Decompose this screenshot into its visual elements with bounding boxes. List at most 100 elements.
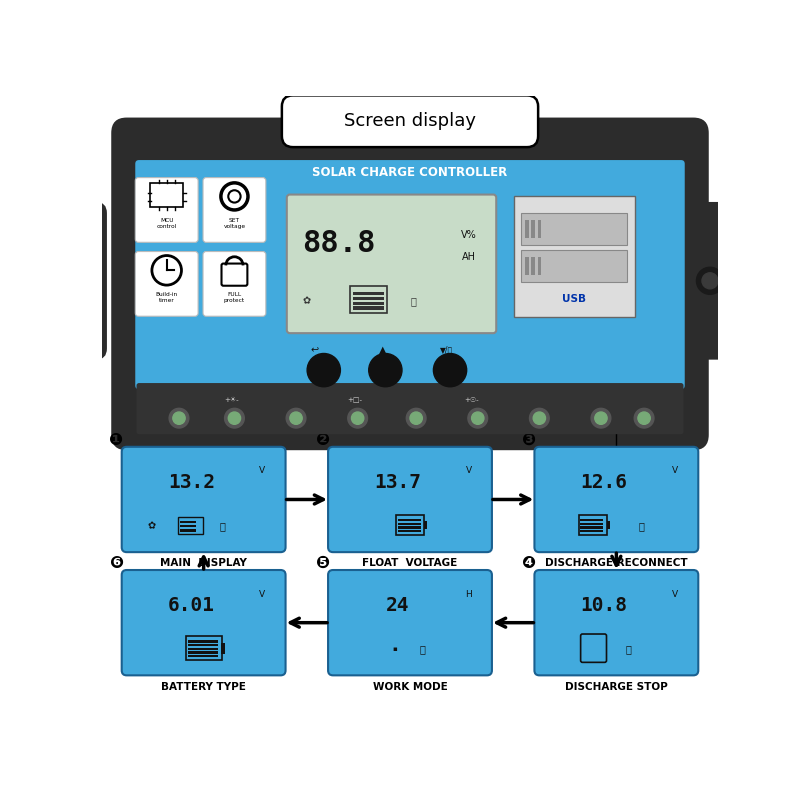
Text: FULL
protect: FULL protect	[224, 292, 245, 303]
FancyBboxPatch shape	[328, 570, 492, 675]
Text: FLOAT  VOLTAGE: FLOAT VOLTAGE	[362, 558, 458, 568]
Text: V: V	[466, 466, 471, 475]
Circle shape	[225, 408, 244, 428]
Circle shape	[702, 273, 718, 289]
Text: 💡: 💡	[626, 645, 632, 654]
Text: ❶: ❶	[110, 430, 123, 449]
FancyBboxPatch shape	[135, 178, 198, 242]
Circle shape	[530, 408, 550, 428]
FancyBboxPatch shape	[137, 383, 683, 434]
Bar	[538, 258, 542, 274]
Bar	[180, 525, 197, 527]
FancyBboxPatch shape	[534, 570, 698, 675]
Text: V: V	[672, 590, 678, 598]
FancyBboxPatch shape	[514, 196, 635, 317]
Text: MAIN  DISPLAY: MAIN DISPLAY	[160, 558, 247, 568]
Bar	[580, 522, 603, 525]
Text: H: H	[465, 590, 472, 598]
Bar	[525, 258, 529, 274]
Text: 24: 24	[386, 596, 410, 615]
FancyBboxPatch shape	[286, 194, 496, 333]
FancyBboxPatch shape	[135, 160, 685, 390]
FancyBboxPatch shape	[578, 515, 607, 535]
Bar	[180, 530, 197, 532]
Text: 💡: 💡	[419, 645, 426, 654]
Bar	[398, 526, 421, 529]
Circle shape	[351, 412, 364, 424]
Circle shape	[697, 267, 723, 294]
Text: BATTERY TYPE: BATTERY TYPE	[162, 682, 246, 691]
Text: Build-in
timer: Build-in timer	[156, 292, 178, 303]
Bar	[580, 530, 603, 532]
Text: ❹: ❹	[522, 554, 536, 572]
Bar	[531, 221, 535, 238]
Text: USB: USB	[562, 294, 586, 304]
Text: ↩: ↩	[310, 345, 318, 354]
Text: ▪: ▪	[392, 646, 397, 653]
Text: 10.8: 10.8	[581, 596, 627, 615]
Bar	[398, 522, 421, 525]
Text: Screen display: Screen display	[344, 112, 476, 130]
Text: +□-: +□-	[347, 397, 362, 402]
Text: V%: V%	[461, 230, 476, 240]
Bar	[221, 642, 226, 654]
Text: 💡: 💡	[410, 296, 416, 306]
FancyBboxPatch shape	[122, 447, 286, 552]
FancyBboxPatch shape	[135, 251, 198, 316]
Circle shape	[434, 354, 466, 386]
Circle shape	[533, 412, 546, 424]
Bar	[398, 519, 421, 522]
Text: V: V	[259, 590, 266, 598]
Text: ❸: ❸	[522, 430, 536, 449]
Text: WORK MODE: WORK MODE	[373, 682, 447, 691]
FancyBboxPatch shape	[150, 183, 183, 207]
Text: SOLAR CHARGE CONTROLLER: SOLAR CHARGE CONTROLLER	[312, 166, 508, 179]
Bar	[538, 221, 542, 238]
FancyBboxPatch shape	[396, 515, 424, 535]
Text: DISCHARGE STOP: DISCHARGE STOP	[565, 682, 668, 691]
Text: +☉-: +☉-	[464, 397, 479, 402]
Bar	[580, 526, 603, 529]
Circle shape	[173, 412, 185, 424]
FancyBboxPatch shape	[534, 447, 698, 552]
Circle shape	[410, 412, 422, 424]
FancyBboxPatch shape	[521, 250, 627, 282]
Text: 13.2: 13.2	[168, 473, 215, 492]
FancyBboxPatch shape	[350, 286, 386, 313]
FancyBboxPatch shape	[203, 178, 266, 242]
FancyBboxPatch shape	[222, 263, 247, 286]
Text: 13.7: 13.7	[374, 473, 421, 492]
Bar	[188, 651, 218, 654]
Bar	[188, 640, 218, 642]
FancyBboxPatch shape	[45, 202, 107, 360]
FancyBboxPatch shape	[679, 202, 742, 360]
Text: ❺: ❺	[316, 554, 330, 572]
Text: 12.6: 12.6	[581, 473, 627, 492]
Circle shape	[369, 354, 402, 386]
Bar	[353, 292, 383, 294]
Bar	[188, 647, 218, 650]
Text: DISCHARGE RECONNECT: DISCHARGE RECONNECT	[545, 558, 688, 568]
Text: 6.01: 6.01	[168, 596, 215, 615]
Bar	[353, 297, 383, 300]
Circle shape	[228, 412, 241, 424]
Circle shape	[348, 408, 367, 428]
FancyBboxPatch shape	[521, 213, 627, 245]
Circle shape	[591, 408, 611, 428]
Bar	[188, 655, 218, 658]
Text: SET
voltage: SET voltage	[223, 218, 246, 229]
Bar	[180, 521, 197, 523]
Text: MCU
control: MCU control	[157, 218, 177, 229]
FancyBboxPatch shape	[186, 637, 222, 660]
Text: V: V	[259, 466, 266, 475]
Text: V: V	[672, 466, 678, 475]
Circle shape	[406, 408, 426, 428]
Text: AH: AH	[462, 252, 475, 262]
Text: ✿: ✿	[147, 522, 155, 531]
FancyBboxPatch shape	[328, 447, 492, 552]
Circle shape	[67, 273, 83, 289]
FancyBboxPatch shape	[178, 517, 203, 534]
Circle shape	[169, 408, 189, 428]
Text: 88.8: 88.8	[302, 230, 376, 258]
Text: ✿: ✿	[302, 296, 310, 306]
